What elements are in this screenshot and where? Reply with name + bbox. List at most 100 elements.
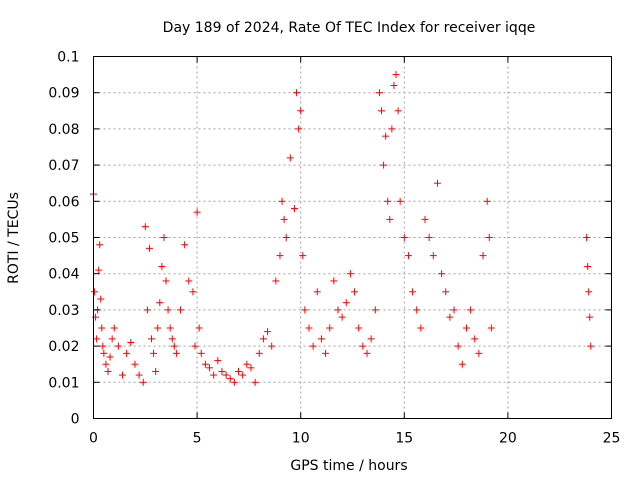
data-point: [295, 125, 303, 133]
data-point: [305, 324, 313, 332]
y-tick-label: 0.1: [57, 50, 79, 66]
data-point: [309, 342, 317, 350]
data-point: [334, 306, 342, 314]
data-point: [100, 349, 108, 357]
x-tick-label: 5: [193, 431, 202, 447]
y-axis-label: ROTI / TECUs: [6, 192, 22, 284]
data-point: [400, 234, 408, 241]
data-point: [195, 324, 203, 332]
data-point: [156, 299, 164, 307]
data-point: [585, 288, 593, 296]
data-point: [197, 349, 205, 357]
data-point: [413, 306, 421, 314]
data-point: [485, 234, 493, 241]
data-point: [367, 335, 375, 343]
data-point: [91, 288, 99, 296]
data-point: [392, 71, 400, 79]
data-point: [177, 306, 185, 314]
data-point: [247, 364, 255, 372]
data-point: [251, 378, 259, 386]
data-point: [380, 161, 388, 169]
data-point: [152, 367, 160, 375]
data-point: [131, 360, 139, 368]
data-point: [299, 252, 307, 260]
data-point: [102, 360, 110, 368]
data-point: [141, 223, 149, 231]
data-point: [371, 306, 379, 314]
data-point: [168, 335, 176, 343]
data-point: [479, 252, 487, 260]
data-point: [587, 342, 595, 350]
data-point: [446, 313, 454, 321]
data-point: [487, 324, 495, 332]
data-point: [433, 179, 441, 187]
data-point: [404, 252, 412, 260]
data-point: [127, 338, 135, 346]
chart-title: Day 189 of 2024, Rate Of TEC Index for r…: [163, 20, 536, 36]
data-point: [390, 81, 398, 89]
data-point: [110, 324, 118, 332]
data-point: [93, 335, 101, 343]
data-point: [421, 215, 429, 223]
data-point: [145, 244, 153, 252]
data-point: [384, 197, 392, 205]
data-point: [396, 197, 404, 205]
data-point: [172, 349, 180, 357]
data-point: [108, 335, 116, 343]
data-point: [96, 241, 104, 249]
data-point: [135, 371, 143, 379]
data-point: [104, 367, 112, 375]
x-tick-label: 25: [603, 431, 621, 447]
y-tick-label: 0.08: [48, 122, 79, 138]
data-point: [317, 335, 325, 343]
data-point: [280, 215, 288, 223]
data-point: [462, 324, 470, 332]
data-point: [338, 313, 346, 321]
data-point: [166, 324, 174, 332]
data-point: [342, 299, 350, 307]
data-point: [363, 349, 371, 357]
data-point: [425, 234, 433, 241]
data-point: [222, 371, 230, 379]
data-point: [471, 335, 479, 343]
data-points: [90, 71, 595, 386]
data-point: [185, 277, 193, 285]
grid-lines: [93, 56, 612, 419]
x-tick-label: 20: [499, 431, 517, 447]
data-point: [170, 342, 178, 350]
data-point: [586, 313, 594, 321]
data-point: [409, 288, 417, 296]
data-point: [143, 306, 151, 314]
data-point: [230, 378, 238, 386]
data-point: [297, 107, 305, 115]
data-point: [583, 234, 591, 241]
data-point: [218, 367, 226, 375]
data-point: [119, 371, 127, 379]
data-point: [375, 89, 383, 97]
data-point: [206, 364, 214, 372]
y-tick-label: 0.05: [48, 231, 79, 247]
data-point: [123, 349, 131, 357]
data-point: [330, 277, 338, 285]
data-point: [226, 375, 234, 383]
data-point: [467, 306, 475, 314]
data-point: [97, 295, 105, 303]
data-point: [154, 324, 162, 332]
data-point: [458, 360, 466, 368]
data-point: [417, 324, 425, 332]
data-point: [346, 270, 354, 278]
x-tick-label: 15: [395, 431, 413, 447]
y-tick-label: 0.07: [48, 158, 79, 174]
y-tick-label: 0.04: [48, 267, 79, 283]
data-point: [326, 324, 334, 332]
data-point: [322, 349, 330, 357]
data-point: [158, 262, 166, 270]
data-point: [148, 335, 156, 343]
y-tick-label: 0.06: [48, 194, 79, 210]
data-point: [114, 342, 122, 350]
data-point: [106, 353, 114, 361]
data-point: [351, 288, 359, 296]
data-point: [394, 107, 402, 115]
data-point: [378, 107, 386, 115]
